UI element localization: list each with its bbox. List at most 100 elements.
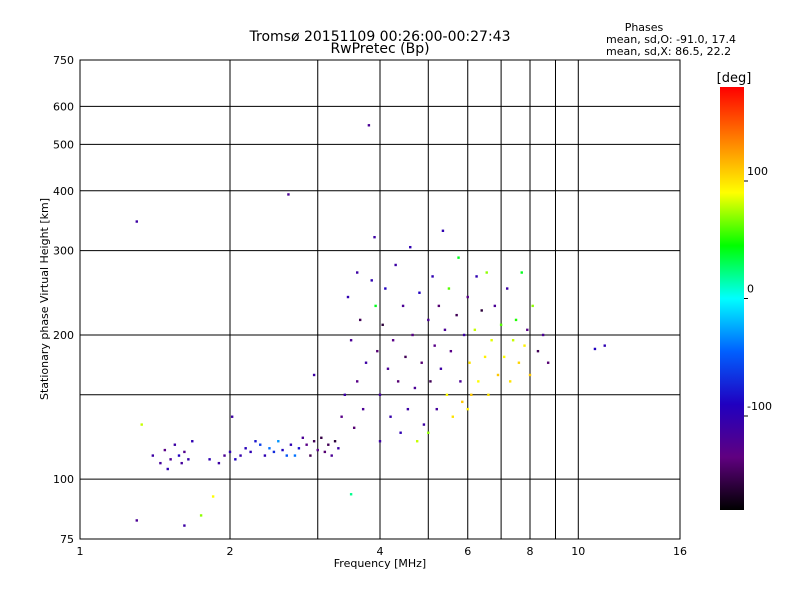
data-point	[473, 328, 477, 332]
data-point	[349, 339, 353, 342]
data-point	[461, 400, 464, 404]
data-point	[477, 380, 480, 383]
data-point	[234, 458, 237, 461]
y-tick-label: 400	[53, 185, 74, 198]
stats-line-o: mean, sd,O: -91.0, 17.4	[606, 33, 736, 46]
data-point	[135, 519, 138, 522]
data-point	[404, 355, 407, 359]
data-point	[355, 271, 359, 274]
colorbar	[720, 87, 744, 510]
data-point	[449, 349, 453, 353]
data-point	[249, 450, 252, 454]
data-point	[381, 323, 384, 327]
data-point	[277, 440, 280, 443]
data-point	[323, 450, 327, 454]
data-point	[159, 461, 162, 465]
data-point	[370, 279, 373, 282]
data-point	[429, 380, 432, 383]
data-point	[487, 393, 490, 397]
data-point	[394, 263, 397, 267]
x-tick-label: 6	[464, 545, 471, 558]
data-point	[517, 361, 521, 364]
data-point	[437, 304, 441, 308]
data-point	[443, 328, 447, 332]
data-point	[346, 295, 350, 299]
data-point	[259, 443, 262, 446]
data-point	[217, 461, 221, 465]
y-tick-label: 300	[53, 245, 74, 258]
data-point	[301, 436, 305, 439]
data-point	[349, 493, 353, 496]
data-point	[187, 458, 190, 461]
data-point	[285, 454, 288, 457]
plot-frame	[79, 59, 681, 540]
x-tick-label: 2	[227, 545, 234, 558]
data-point	[427, 318, 430, 322]
data-point	[447, 287, 451, 290]
data-point	[485, 271, 488, 274]
data-point	[352, 426, 356, 430]
data-point	[406, 407, 410, 411]
data-point	[439, 367, 443, 370]
y-tick-label: 500	[53, 138, 74, 151]
grid-lines	[80, 60, 680, 539]
y-tick-label: 200	[53, 329, 74, 342]
data-point	[293, 454, 297, 457]
data-point	[603, 344, 606, 347]
data-point	[361, 407, 365, 411]
data-point	[211, 495, 215, 498]
data-point	[593, 347, 597, 351]
data-point	[435, 407, 438, 411]
data-point	[422, 423, 426, 426]
data-point	[289, 443, 293, 446]
data-point	[389, 415, 392, 418]
data-point	[445, 393, 449, 397]
data-point	[493, 304, 497, 308]
data-point	[490, 339, 493, 342]
data-point	[480, 309, 483, 312]
data-point	[483, 355, 487, 359]
y-tick-label: 600	[53, 100, 74, 113]
data-point	[223, 454, 226, 457]
data-point	[514, 318, 518, 322]
data-point	[230, 415, 234, 418]
y-axis-label: Stationary phase Virtual Height [km]	[38, 198, 51, 400]
data-point	[475, 275, 478, 278]
data-point	[191, 440, 194, 443]
data-point	[151, 454, 155, 457]
data-point	[418, 291, 421, 294]
data-point	[309, 454, 312, 457]
data-point	[199, 514, 203, 517]
data-point	[546, 361, 550, 364]
data-point	[166, 467, 169, 471]
data-point	[401, 304, 405, 308]
x-tick-label: 1	[77, 545, 84, 558]
data-point	[433, 344, 436, 347]
x-axis-label: Frequency [MHz]	[334, 557, 426, 570]
y-tick-label: 75	[60, 533, 74, 546]
data-point	[502, 355, 506, 359]
data-point	[312, 440, 316, 443]
data-point	[297, 447, 301, 450]
data-point	[541, 333, 545, 337]
data-point	[431, 275, 434, 278]
y-tick-label: 100	[53, 473, 74, 486]
data-point	[505, 287, 509, 290]
data-point	[140, 423, 143, 426]
data-point	[459, 380, 462, 383]
stats-line-x: mean, sd,X: 86.5, 22.2	[606, 45, 731, 58]
data-point	[376, 349, 379, 353]
data-point	[316, 448, 319, 452]
data-point	[163, 448, 167, 452]
data-point	[451, 415, 455, 418]
data-point	[183, 450, 186, 454]
colorbar-tick-label: -100	[747, 400, 772, 413]
data-point	[391, 339, 395, 342]
data-point	[374, 304, 377, 308]
data-point	[340, 415, 343, 418]
data-point	[415, 440, 419, 443]
data-point	[499, 323, 503, 327]
data-point	[470, 393, 473, 397]
x-tick-label: 4	[377, 545, 384, 558]
